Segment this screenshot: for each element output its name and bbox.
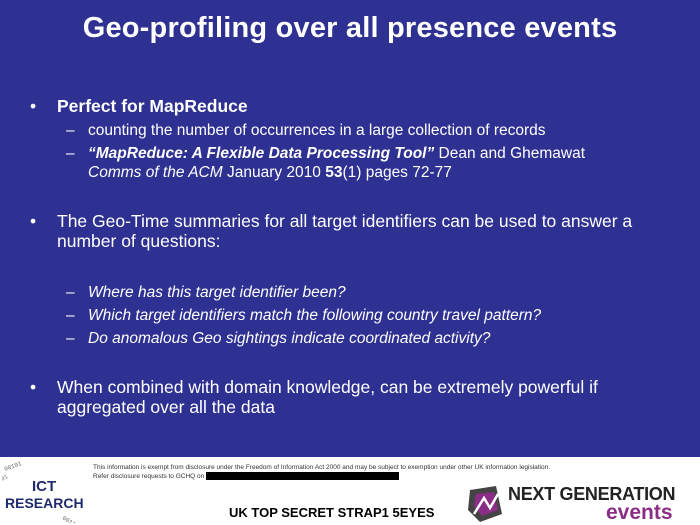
reference-issue-pages: (1) pages 72-77 (342, 164, 452, 181)
ict-research-logo: 00101 0011 01 ICT RESEARCH (2, 460, 84, 523)
bullet-text: The Geo-Time summaries for all target id… (57, 211, 633, 251)
ng-logo-icon (468, 486, 502, 522)
svg-text:01: 01 (2, 473, 10, 483)
ict-logo-line2: RESEARCH (5, 495, 84, 511)
sub-bullet-text: counting the number of occurrences in a … (88, 122, 546, 139)
redaction-bar (206, 472, 400, 481)
bullet-glyph: • (30, 96, 37, 116)
dash-glyph: – (66, 284, 75, 301)
sub-bullet-text: Do anomalous Geo sightings indicate coor… (88, 330, 491, 347)
footer: 00101 0011 01 ICT RESEARCH This informat… (0, 457, 700, 525)
disclaimer-line1: This information is exempt from disclosu… (93, 464, 551, 471)
reference-title: “MapReduce: A Flexible Data Processing T… (88, 145, 435, 162)
bullet-text: When combined with domain knowledge, can… (57, 377, 598, 417)
slide: Geo-profiling over all presence events •… (0, 0, 700, 457)
ng-logo-line1: NEXT GENERATION (508, 484, 676, 504)
dash-glyph: – (66, 145, 75, 162)
sub-bullet-text: Where has this target identifier been? (88, 284, 346, 301)
dash-glyph: – (66, 330, 75, 347)
reference-citation: “MapReduce: A Flexible Data Processing T… (88, 144, 668, 182)
bullet-glyph: • (30, 211, 37, 231)
disclaimer-line2: Refer disclosure requests to GCHQ on (93, 473, 205, 480)
dash-glyph: – (66, 122, 75, 139)
ict-logo-line1: ICT (32, 478, 56, 495)
reference-volume: 53 (325, 164, 343, 181)
slide-title: Geo-profiling over all presence events (82, 12, 618, 44)
bullet-text: Perfect for MapReduce (57, 96, 248, 116)
disclaimer-line2-wrap: Refer disclosure requests to GCHQ on (93, 472, 663, 481)
svg-text:00101: 00101 (3, 460, 23, 473)
bullet-glyph: • (30, 377, 37, 397)
svg-text:0011: 0011 (61, 515, 77, 523)
ng-logo-line2: events (606, 501, 673, 524)
next-generation-events-logo: NEXT GENERATION events (466, 484, 696, 525)
reference-date: January 2010 (222, 164, 326, 181)
sub-bullet-text: Which target identifiers match the follo… (88, 307, 542, 324)
reference-authors: Dean and Ghemawat (434, 145, 586, 162)
reference-journal: Comms of the ACM (88, 164, 223, 181)
foi-disclaimer: This information is exempt from disclosu… (93, 463, 663, 481)
classification-marking: UK TOP SECRET STRAP1 5EYES (229, 505, 435, 520)
dash-glyph: – (66, 307, 75, 324)
